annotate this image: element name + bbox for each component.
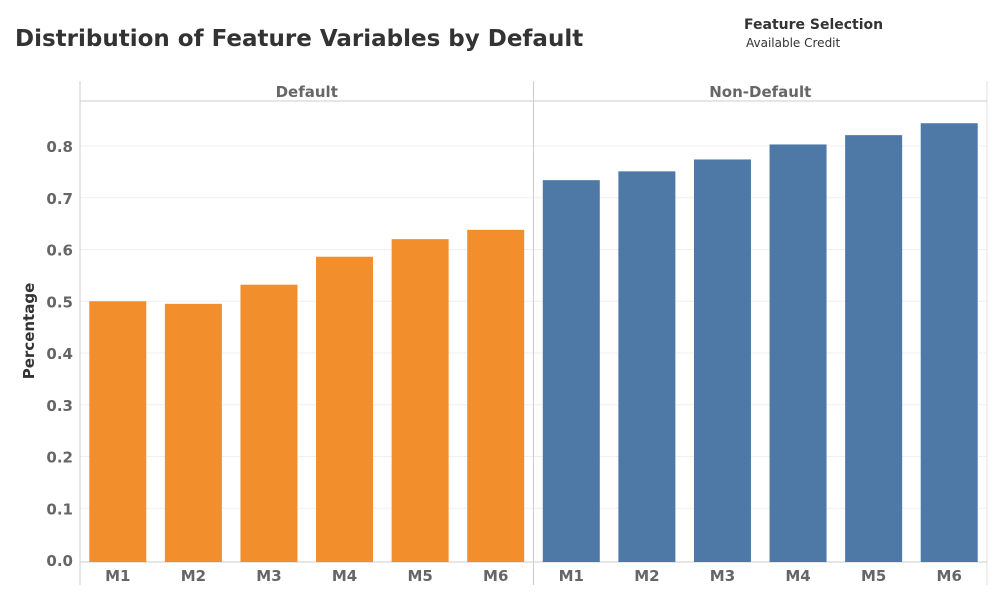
bar[interactable]	[693, 159, 751, 562]
y-tick-label: 0.1	[46, 500, 73, 518]
y-tick-label: 0.7	[46, 190, 73, 208]
x-tick-label: M2	[634, 567, 659, 585]
bar[interactable]	[391, 239, 449, 562]
x-tick-label: M6	[937, 567, 962, 585]
x-tick-label: M6	[483, 567, 508, 585]
bar[interactable]	[467, 229, 525, 562]
y-tick-label: 0.5	[46, 293, 73, 311]
x-tick-label: M1	[105, 567, 130, 585]
y-axis-label: Percentage	[20, 283, 38, 380]
bar[interactable]	[240, 284, 298, 562]
y-tick-label: 0.3	[46, 397, 73, 415]
panel-header-0: Default	[276, 83, 338, 101]
y-tick-label: 0.0	[46, 552, 73, 570]
bar[interactable]	[89, 301, 147, 562]
x-tick-label: M5	[407, 567, 432, 585]
bar[interactable]	[920, 123, 978, 562]
bar[interactable]	[845, 135, 903, 562]
y-tick-label: 0.2	[46, 449, 73, 467]
bar[interactable]	[164, 303, 222, 562]
x-tick-label: M4	[785, 567, 810, 585]
x-tick-label: M3	[256, 567, 281, 585]
x-tick-label: M5	[861, 567, 886, 585]
y-tick-label: 0.6	[46, 242, 73, 260]
x-tick-label: M1	[559, 567, 584, 585]
x-tick-label: M4	[332, 567, 357, 585]
x-tick-label: M2	[181, 567, 206, 585]
x-tick-label: M3	[710, 567, 735, 585]
bar[interactable]	[316, 256, 374, 562]
y-tick-label: 0.8	[46, 138, 73, 156]
feature-selection-label: Feature Selection	[744, 17, 884, 33]
bar[interactable]	[542, 180, 600, 562]
chart-title: Distribution of Feature Variables by Def…	[15, 26, 584, 52]
bar[interactable]	[618, 171, 676, 563]
feature-selection-value[interactable]: Available Credit	[746, 36, 841, 50]
panel-header-1: Non-Default	[709, 83, 811, 101]
bar[interactable]	[769, 144, 827, 562]
y-tick-label: 0.4	[46, 345, 73, 363]
